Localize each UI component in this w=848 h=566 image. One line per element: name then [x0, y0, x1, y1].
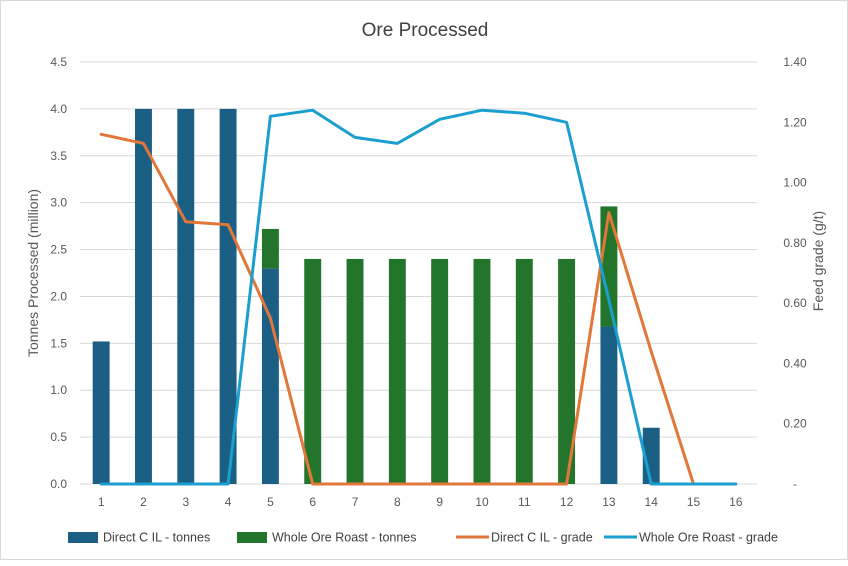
- bar-whole-ore-roast: [558, 258, 576, 484]
- x-axis: 1 2 3 4 5 6 7 8 9 10 11 12 13 14 15 16: [98, 495, 743, 509]
- y2-tick-label: 1.00: [783, 176, 807, 190]
- bar-whole-ore-roast: [346, 258, 364, 484]
- y2-tick-label: 1.20: [783, 115, 807, 129]
- y2-tick-label: 0.80: [783, 236, 807, 250]
- x-tick-label: 2: [140, 495, 147, 509]
- legend-label: Whole Ore Roast - tonnes: [272, 531, 417, 545]
- y2-tick-label: 0.40: [783, 356, 807, 370]
- x-tick-label: 13: [602, 495, 616, 509]
- y-tick-label: 4.5: [50, 55, 67, 69]
- x-tick-label: 9: [436, 495, 443, 509]
- x-tick-label: 4: [225, 495, 232, 509]
- y-tick-label: 2.5: [50, 243, 67, 257]
- y2-tick-label: 0.60: [783, 296, 807, 310]
- y-tick-label: 0.0: [50, 477, 67, 491]
- bar-whole-ore-roast: [388, 258, 406, 484]
- bar-direct-cil: [135, 108, 152, 484]
- bar-direct-cil: [177, 108, 195, 484]
- legend: Direct C IL - tonnes Whole Ore Roast - to…: [68, 531, 778, 545]
- y-tick-label: 0.5: [50, 430, 67, 444]
- x-tick-label: 3: [182, 495, 189, 509]
- x-tick-label: 12: [560, 495, 574, 509]
- bar-whole-ore-roast: [431, 258, 449, 484]
- y-tick-label: 3.5: [50, 149, 67, 163]
- x-tick-label: 15: [687, 495, 701, 509]
- x-tick-label: 7: [352, 495, 359, 509]
- x-tick-label: 16: [729, 495, 743, 509]
- bar-whole-ore-roast: [473, 258, 491, 484]
- y-tick-label: 2.0: [50, 289, 67, 303]
- y-axis-left: 0.0 0.5 1.0 1.5 2.0 2.5 3.0 3.5 4.0 4.5: [50, 55, 67, 491]
- y2-tick-label: 0.20: [783, 417, 807, 431]
- x-tick-label: 11: [518, 495, 531, 509]
- bar-direct-cil: [600, 326, 618, 484]
- x-tick-label: 5: [267, 495, 274, 509]
- y-tick-label: 3.0: [50, 196, 67, 210]
- bar-whole-ore-roast: [304, 258, 322, 484]
- legend-swatch: [68, 532, 98, 543]
- line-whole-ore-roast-grade: [99, 108, 738, 486]
- bar-whole-ore-roast: [515, 258, 533, 484]
- x-tick-label: 14: [645, 495, 659, 509]
- x-tick-label: 10: [475, 495, 489, 509]
- bar-direct-cil: [92, 341, 110, 484]
- y-tick-label: 1.0: [50, 383, 67, 397]
- line-series-group: [99, 108, 738, 486]
- x-tick-label: 8: [394, 495, 401, 509]
- y2-axis-title: Feed grade (g/t): [810, 211, 826, 311]
- bar-series-group: [92, 108, 660, 484]
- legend-label: Direct C IL - grade: [491, 531, 593, 545]
- y-tick-label: 4.0: [50, 102, 67, 116]
- bar-direct-cil: [219, 108, 237, 484]
- bar-whole-ore-roast: [600, 206, 618, 327]
- y2-tick-label: -: [793, 477, 797, 491]
- legend-label: Direct C IL - tonnes: [103, 531, 210, 545]
- line-direct-cil-grade: [99, 132, 695, 486]
- x-tick-label: 6: [309, 495, 316, 509]
- legend-swatch: [237, 532, 267, 543]
- y-axis-right: - 0.20 0.40 0.60 0.80 1.00 1.20 1.40: [783, 55, 807, 491]
- y-tick-label: 1.5: [50, 336, 67, 350]
- bar-whole-ore-roast: [261, 228, 279, 269]
- bar-direct-cil: [261, 268, 279, 484]
- y-axis-title: Tonnes Processed (million): [25, 189, 41, 357]
- y2-tick-label: 1.40: [783, 55, 807, 69]
- chart-title: Ore Processed: [362, 20, 489, 41]
- legend-label: Whole Ore Roast - grade: [639, 531, 778, 545]
- x-tick-label: 1: [98, 495, 105, 509]
